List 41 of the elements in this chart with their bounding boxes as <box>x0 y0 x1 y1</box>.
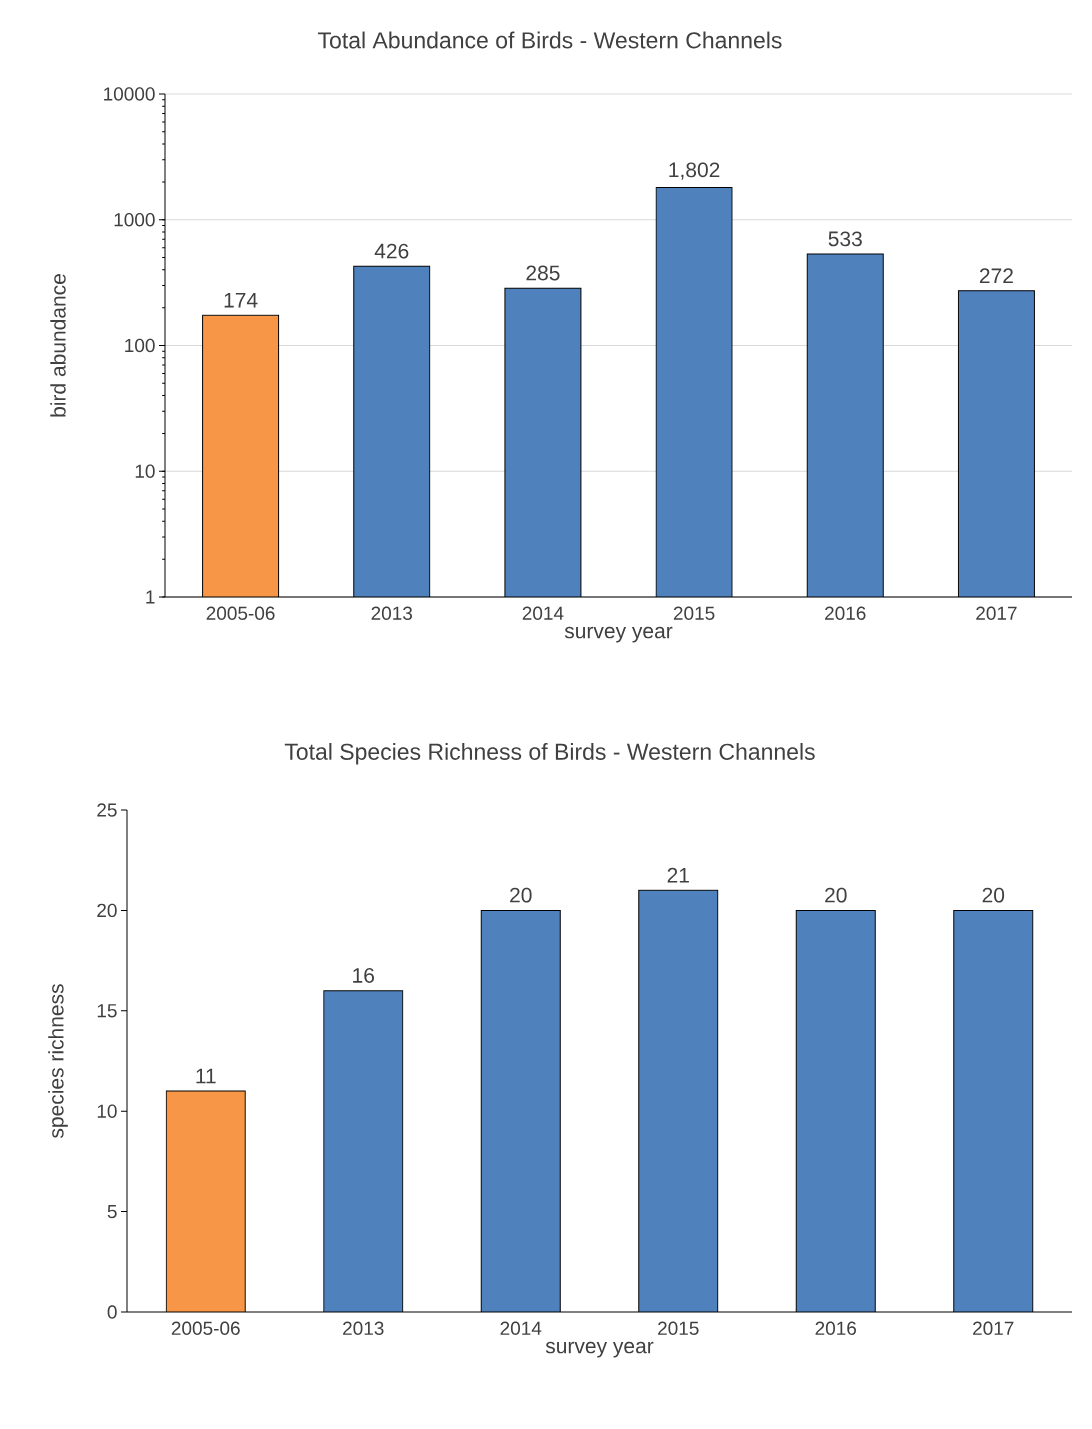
x-tick-label: 2016 <box>815 1321 857 1335</box>
data-label: 20 <box>510 887 532 903</box>
x-tick-label: 2015 <box>673 606 715 620</box>
y-tick-label: 0 <box>107 1305 117 1319</box>
data-label: 426 <box>374 243 409 259</box>
data-label: 20 <box>825 887 847 903</box>
x-tick-label: 2013 <box>343 1321 384 1335</box>
data-label: 533 <box>828 231 862 247</box>
chart-title: Total Species Richness of Birds - Western Channels <box>284 743 815 765</box>
y-tick-label: 15 <box>97 1004 117 1018</box>
data-label: 272 <box>979 268 1013 283</box>
y-tick-label: 10000 <box>104 87 155 101</box>
x-tick-label: 2013 <box>371 606 413 620</box>
data-label: 11 <box>196 1068 216 1084</box>
x-tick-label: 2005-06 <box>171 1321 240 1335</box>
x-tick-label: 2017 <box>976 606 1017 620</box>
x-tick-label: 2017 <box>973 1321 1014 1335</box>
data-label: 20 <box>982 887 1005 903</box>
chart-title: Total Abundance of Birds - Western Channels <box>318 31 782 49</box>
x-tick-label: 2014 <box>500 1321 542 1335</box>
x-axis-title: survey year <box>564 626 673 643</box>
x-tick-label: 2016 <box>825 606 866 620</box>
data-label: 285 <box>526 265 560 281</box>
y-axis-title: species richness <box>48 984 68 1139</box>
y-tick-label: 25 <box>97 803 117 817</box>
data-label: 174 <box>224 292 258 308</box>
y-tick-label: 1000 <box>114 213 155 227</box>
data-label: 21 <box>667 867 689 883</box>
x-axis-title: survey year <box>545 1341 654 1358</box>
data-label: 1,802 <box>669 162 720 180</box>
y-tick-label: 10 <box>97 1104 117 1118</box>
y-tick-label: 5 <box>107 1204 117 1219</box>
x-tick-label: 2015 <box>658 1321 699 1335</box>
y-tick-label: 10 <box>135 464 155 478</box>
data-label: 16 <box>353 968 375 983</box>
x-tick-label: 2014 <box>522 606 564 620</box>
y-axis-title: bird abundance <box>50 274 66 417</box>
y-tick-label: 20 <box>97 903 117 918</box>
x-tick-label: 2005-06 <box>206 606 275 620</box>
y-tick-label: 100 <box>125 338 155 353</box>
y-tick-label: 1 <box>146 590 155 604</box>
